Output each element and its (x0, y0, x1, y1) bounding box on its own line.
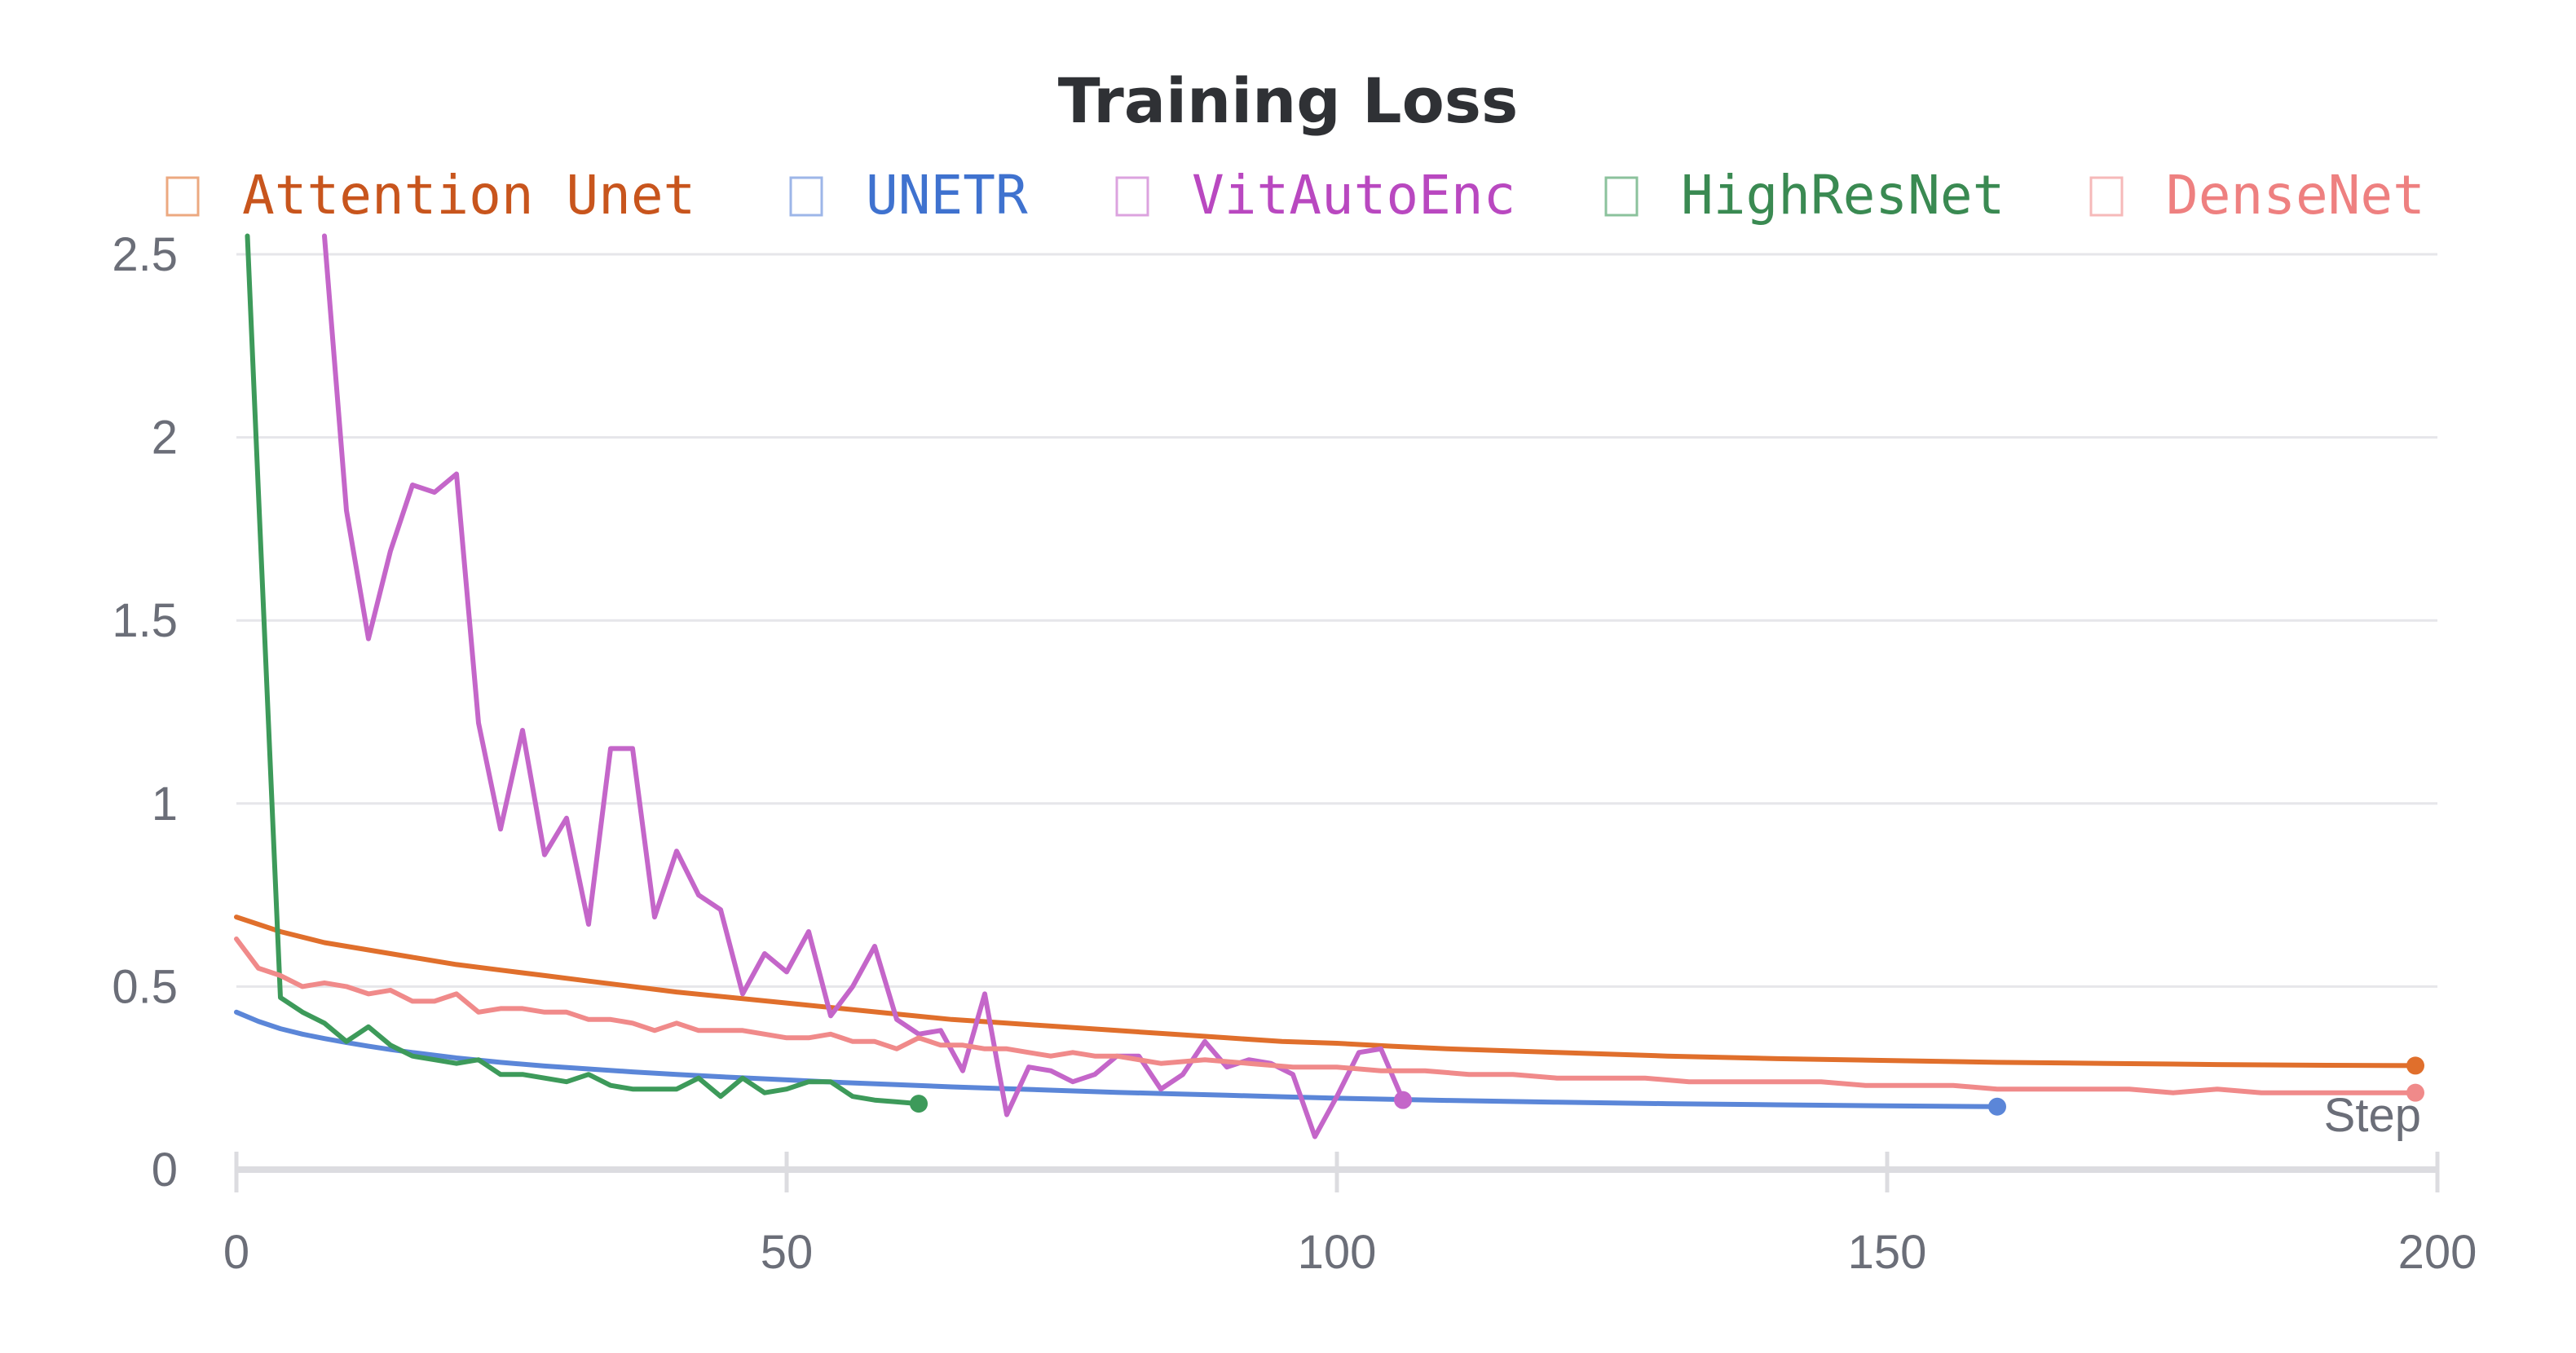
chart-title: Training Loss (1058, 64, 1519, 137)
x-tick-label: 0 (223, 1226, 249, 1279)
grid-lines (236, 253, 2437, 988)
series-end-point-densenet (2406, 1083, 2424, 1102)
axes: 0 0.5 1 1.5 2 2.5 0 50 100 150 200 (112, 228, 2477, 1279)
y-tick-label: 0.5 (112, 960, 178, 1013)
series-line-attention-unet (234, 914, 2418, 1069)
legend: Attention Unet UNETR VitAutoEnc HighResNet D… (165, 164, 2425, 227)
legend-swatch (1604, 176, 1639, 217)
x-tick-label: 100 (1298, 1226, 1377, 1279)
series-unetr (234, 1009, 2006, 1116)
legend-label: HighResNet (1681, 164, 2005, 227)
series-end-point-attention-unet (2406, 1056, 2424, 1075)
series-densenet (234, 937, 2424, 1102)
legend-item-highresnet[interactable]: HighResNet (1604, 164, 2005, 227)
legend-swatch (1115, 176, 1149, 217)
legend-swatch (789, 176, 823, 217)
y-tick-label: 1 (152, 778, 178, 831)
x-axis-label: Step (2324, 1089, 2421, 1142)
series-line-vitautoenc (322, 233, 1405, 1139)
series-vitautoenc (322, 233, 1412, 1139)
legend-swatch (165, 176, 200, 217)
x-tick-label: 200 (2398, 1226, 2477, 1279)
series-end-point-vitautoenc (1394, 1091, 1412, 1109)
series-line-highresnet (245, 233, 921, 1107)
legend-label: Attention Unet (242, 164, 695, 227)
legend-item-attention-unet[interactable]: Attention Unet (165, 164, 695, 227)
y-tick-label: 2.5 (112, 228, 178, 281)
series-end-point-unetr (1988, 1097, 2006, 1116)
series-group (234, 233, 2424, 1139)
legend-swatch (2089, 176, 2124, 217)
legend-label: DenseNet (2166, 164, 2425, 227)
legend-item-densenet[interactable]: DenseNet (2089, 164, 2425, 227)
x-tick-label: 150 (1848, 1226, 1927, 1279)
series-highresnet (245, 233, 928, 1113)
series-line-densenet (234, 937, 2418, 1095)
y-tick-label: 1.5 (112, 594, 178, 647)
legend-label: UNETR (866, 164, 1028, 227)
y-tick-label: 2 (152, 412, 178, 465)
legend-item-vitautoenc[interactable]: VitAutoEnc (1115, 164, 1515, 227)
y-tick-label: 0 (152, 1144, 178, 1197)
series-attention-unet (234, 914, 2424, 1075)
x-tick-label: 50 (761, 1226, 814, 1279)
legend-label: VitAutoEnc (1192, 164, 1515, 227)
series-end-point-highresnet (910, 1095, 928, 1113)
legend-item-unetr[interactable]: UNETR (789, 164, 1028, 227)
